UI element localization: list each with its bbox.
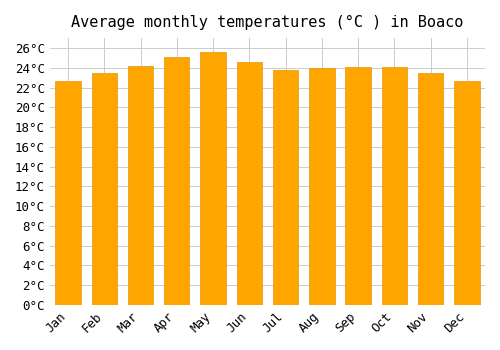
Bar — [309, 68, 334, 305]
Bar — [454, 80, 479, 305]
Bar — [346, 67, 371, 305]
Title: Average monthly temperatures (°C ) in Boaco: Average monthly temperatures (°C ) in Bo… — [71, 15, 464, 30]
Bar — [200, 52, 226, 305]
Bar — [56, 80, 80, 305]
Bar — [418, 73, 444, 305]
Bar — [236, 62, 262, 305]
Bar — [128, 66, 153, 305]
Bar — [92, 73, 117, 305]
Bar — [273, 70, 298, 305]
Bar — [382, 67, 407, 305]
Bar — [164, 57, 190, 305]
